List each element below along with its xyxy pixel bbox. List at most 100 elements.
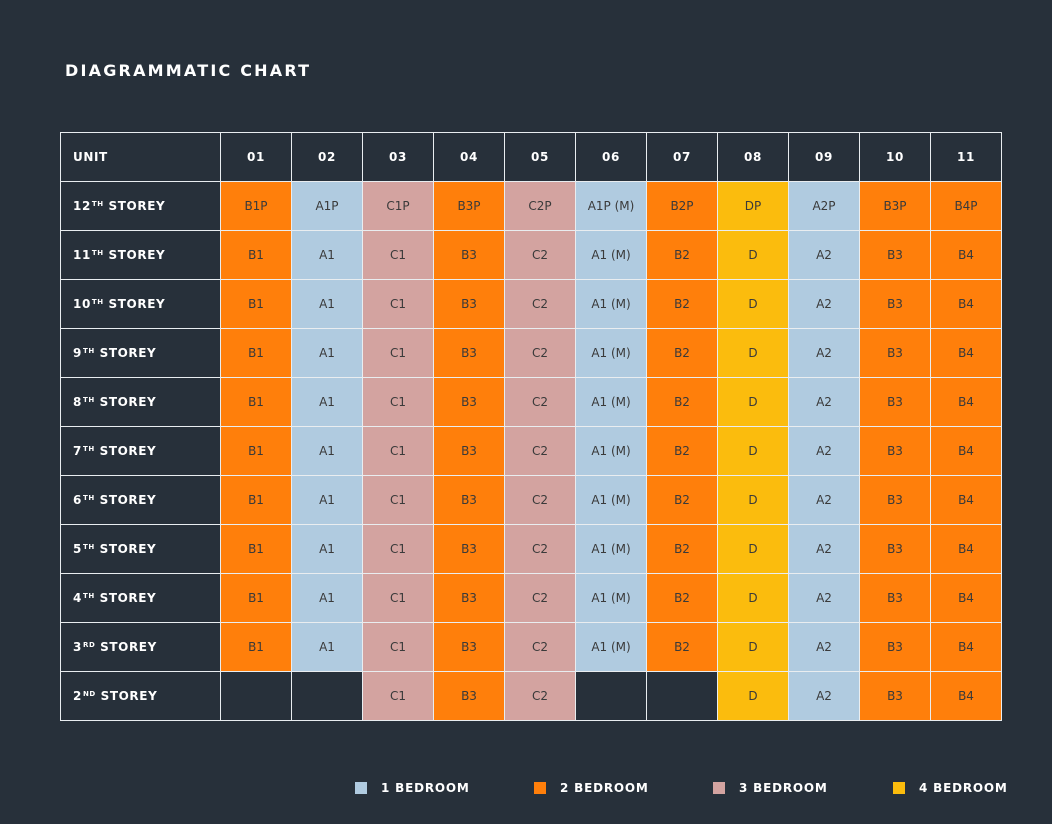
unit-type-cell: D <box>717 622 789 672</box>
unit-type-cell: C2 <box>504 426 576 476</box>
empty-cell <box>220 671 292 721</box>
unit-header-label: UNIT <box>60 132 221 182</box>
storey-label: 5TH STOREY <box>60 524 221 574</box>
unit-type-cell: B2 <box>646 622 718 672</box>
unit-type-cell: DP <box>717 181 789 231</box>
unit-type-cell: D <box>717 524 789 574</box>
storey-row: 7TH STOREY B1 A1 C1 B3 C2 A1 (M) B2 D A2 B3 B4 <box>60 426 1002 476</box>
unit-type-cell: C2 <box>504 230 576 280</box>
unit-column-header: 01 <box>220 132 292 182</box>
unit-type-cell: A1 (M) <box>575 279 647 329</box>
legend-swatch <box>893 782 905 794</box>
unit-type-cell: D <box>717 671 789 721</box>
unit-type-cell: D <box>717 426 789 476</box>
storey-label: 7TH STOREY <box>60 426 221 476</box>
unit-type-cell: B3P <box>433 181 505 231</box>
unit-column-header: 06 <box>575 132 647 182</box>
unit-type-cell: A2 <box>788 230 860 280</box>
unit-type-cell: D <box>717 279 789 329</box>
unit-type-cell: C1P <box>362 181 434 231</box>
storey-label: 4TH STOREY <box>60 573 221 623</box>
unit-type-cell: B3 <box>859 377 931 427</box>
unit-type-cell: B4P <box>930 181 1002 231</box>
unit-type-cell: A2 <box>788 622 860 672</box>
unit-type-cell: B4 <box>930 671 1002 721</box>
unit-type-cell: D <box>717 475 789 525</box>
unit-type-cell: A2 <box>788 573 860 623</box>
storey-label: 11TH STOREY <box>60 230 221 280</box>
unit-type-cell: C2 <box>504 573 576 623</box>
legend-label: 3 BEDROOM <box>739 781 828 795</box>
unit-type-cell: C2 <box>504 671 576 721</box>
legend-item: 3 BEDROOM <box>713 781 828 795</box>
unit-type-cell: C1 <box>362 426 434 476</box>
unit-type-cell: B4 <box>930 279 1002 329</box>
header-row: UNIT 01 02 03 04 05 06 07 08 09 10 11 <box>60 132 1002 182</box>
unit-type-cell: A2 <box>788 426 860 476</box>
unit-type-cell: B1 <box>220 328 292 378</box>
empty-cell <box>575 671 647 721</box>
legend-swatch <box>713 782 725 794</box>
unit-type-cell: B3 <box>433 475 505 525</box>
storey-row: 4TH STOREY B1 A1 C1 B3 C2 A1 (M) B2 D A2 B3 B4 <box>60 573 1002 623</box>
unit-type-cell: A1P (M) <box>575 181 647 231</box>
storey-row: 2ND STOREY C1 B3 C2 D A2 B3 B4 <box>60 671 1002 721</box>
unit-type-cell: B2 <box>646 573 718 623</box>
unit-type-cell: A1 (M) <box>575 622 647 672</box>
unit-type-cell: B2P <box>646 181 718 231</box>
legend-item: 4 BEDROOM <box>893 781 1008 795</box>
storey-label: 2ND STOREY <box>60 671 221 721</box>
unit-type-cell: D <box>717 230 789 280</box>
unit-type-cell: B2 <box>646 475 718 525</box>
unit-type-cell: A1 <box>291 328 363 378</box>
legend-item: 1 BEDROOM <box>355 781 470 795</box>
storey-label: 3RD STOREY <box>60 622 221 672</box>
unit-type-cell: A1 (M) <box>575 573 647 623</box>
unit-type-cell: B1 <box>220 377 292 427</box>
unit-column-header: 07 <box>646 132 718 182</box>
unit-column-header: 10 <box>859 132 931 182</box>
unit-type-cell: C1 <box>362 279 434 329</box>
unit-type-cell: B1 <box>220 426 292 476</box>
chart-title: DIAGRAMMATIC CHART <box>65 61 312 80</box>
unit-type-cell: B3P <box>859 181 931 231</box>
unit-type-cell: A1 (M) <box>575 328 647 378</box>
storey-row: 5TH STOREY B1 A1 C1 B3 C2 A1 (M) B2 D A2 B3 B4 <box>60 524 1002 574</box>
unit-type-cell: B3 <box>433 377 505 427</box>
storey-label: 10TH STOREY <box>60 279 221 329</box>
unit-type-cell: A1 <box>291 573 363 623</box>
legend-swatch <box>355 782 367 794</box>
unit-type-cell: B1 <box>220 573 292 623</box>
unit-type-cell: B2 <box>646 426 718 476</box>
unit-type-cell: D <box>717 377 789 427</box>
legend-label: 4 BEDROOM <box>919 781 1008 795</box>
unit-type-cell: C1 <box>362 524 434 574</box>
unit-type-cell: B4 <box>930 230 1002 280</box>
unit-type-cell: C1 <box>362 475 434 525</box>
unit-type-cell: D <box>717 328 789 378</box>
unit-type-cell: B4 <box>930 426 1002 476</box>
unit-type-cell: C1 <box>362 377 434 427</box>
unit-type-cell: B3 <box>859 524 931 574</box>
unit-type-cell: B1 <box>220 230 292 280</box>
storey-row: 12TH STOREY B1P A1P C1P B3P C2P A1P (M) B2P DP A2… <box>60 181 1002 231</box>
unit-type-cell: B3 <box>433 328 505 378</box>
unit-type-cell: A2 <box>788 279 860 329</box>
empty-cell <box>646 671 718 721</box>
unit-column-header: 09 <box>788 132 860 182</box>
unit-column-header: 04 <box>433 132 505 182</box>
unit-type-cell: B4 <box>930 328 1002 378</box>
unit-type-cell: B3 <box>433 279 505 329</box>
unit-type-cell: B3 <box>433 426 505 476</box>
unit-column-header: 03 <box>362 132 434 182</box>
unit-type-cell: A1 <box>291 279 363 329</box>
unit-type-cell: A1 (M) <box>575 426 647 476</box>
unit-column-header: 02 <box>291 132 363 182</box>
unit-type-cell: C1 <box>362 622 434 672</box>
unit-type-cell: A1 <box>291 622 363 672</box>
unit-type-cell: B3 <box>859 475 931 525</box>
unit-type-cell: C2P <box>504 181 576 231</box>
unit-type-cell: A1 <box>291 377 363 427</box>
storey-row: 9TH STOREY B1 A1 C1 B3 C2 A1 (M) B2 D A2 B3 B4 <box>60 328 1002 378</box>
storey-row: 8TH STOREY B1 A1 C1 B3 C2 A1 (M) B2 D A2 B3 B4 <box>60 377 1002 427</box>
